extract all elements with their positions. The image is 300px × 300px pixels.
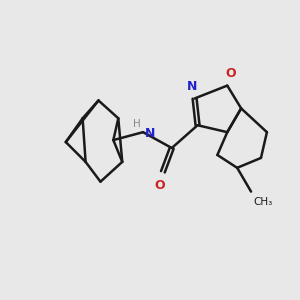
Text: O: O (154, 179, 165, 192)
Text: N: N (145, 127, 155, 140)
Text: CH₃: CH₃ (253, 196, 272, 207)
Text: O: O (225, 67, 236, 80)
Text: N: N (186, 80, 197, 92)
Text: H: H (133, 119, 141, 129)
